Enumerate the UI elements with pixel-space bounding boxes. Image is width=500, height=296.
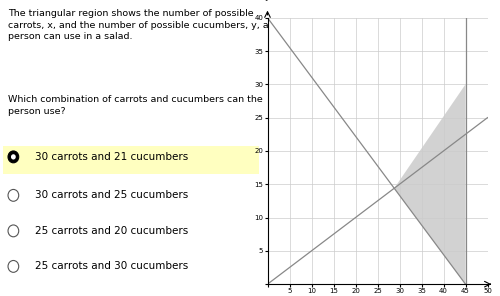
Circle shape	[11, 154, 16, 160]
Text: 25 carrots and 30 cucumbers: 25 carrots and 30 cucumbers	[35, 261, 188, 271]
Text: 30 carrots and 21 cucumbers: 30 carrots and 21 cucumbers	[35, 152, 188, 162]
Text: 30 carrots and 25 cucumbers: 30 carrots and 25 cucumbers	[35, 190, 188, 200]
Text: 25 carrots and 20 cucumbers: 25 carrots and 20 cucumbers	[35, 226, 188, 236]
Polygon shape	[394, 84, 466, 284]
Text: y: y	[265, 0, 270, 1]
Circle shape	[8, 225, 18, 237]
Text: Which combination of carrots and cucumbers can the
person use?: Which combination of carrots and cucumbe…	[8, 95, 263, 115]
FancyBboxPatch shape	[2, 146, 260, 174]
Circle shape	[8, 260, 18, 272]
Circle shape	[8, 151, 18, 163]
Circle shape	[8, 189, 18, 201]
Text: The triangular region shows the number of possible
carrots, x, and the number of: The triangular region shows the number o…	[8, 9, 268, 41]
